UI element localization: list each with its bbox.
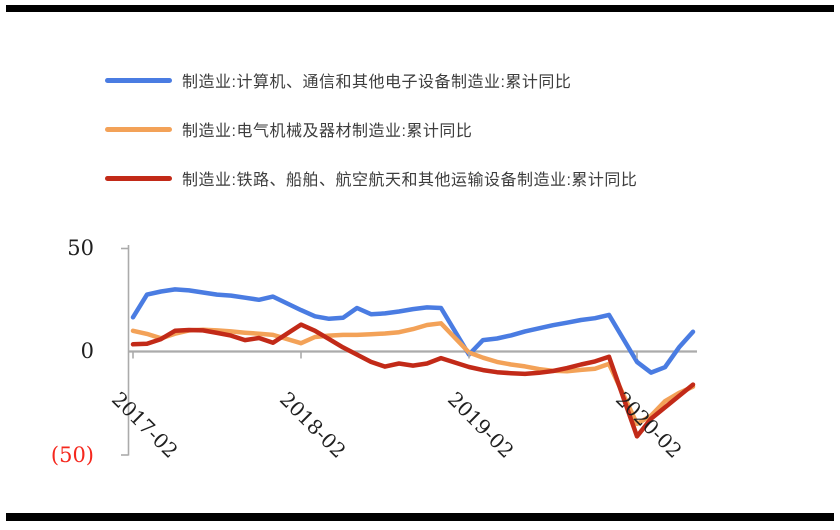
y-tick-label-50: 50 xyxy=(67,235,94,260)
legend-swatch-red xyxy=(105,175,172,181)
bottom-border-rule xyxy=(6,513,834,521)
y-tick-label-0: 0 xyxy=(80,339,94,363)
legend-label: 制造业:铁路、船舶、航空航天和其他运输设备制造业:累计同比 xyxy=(182,172,638,189)
legend-label: 制造业:电气机械及器材制造业:累计同比 xyxy=(182,123,473,140)
legend-item-electronics: 制造业:计算机、通信和其他电子设备制造业:累计同比 xyxy=(105,69,571,91)
top-border-rule xyxy=(6,5,834,12)
series-line-transport-equipment xyxy=(130,322,696,439)
legend-label: 制造业:计算机、通信和其他电子设备制造业:累计同比 xyxy=(182,74,572,91)
legend-swatch-orange xyxy=(105,126,172,132)
legend-item-electrical-machinery: 制造业:电气机械及器材制造业:累计同比 xyxy=(105,118,472,140)
y-tick-label-neg50: (50) xyxy=(50,442,94,467)
legend-item-transport-equipment: 制造业:铁路、船舶、航空航天和其他运输设备制造业:累计同比 xyxy=(105,167,637,189)
series-line-electronics xyxy=(130,287,696,375)
series-line-electrical-machinery xyxy=(130,321,696,427)
legend-swatch-blue xyxy=(105,77,172,83)
